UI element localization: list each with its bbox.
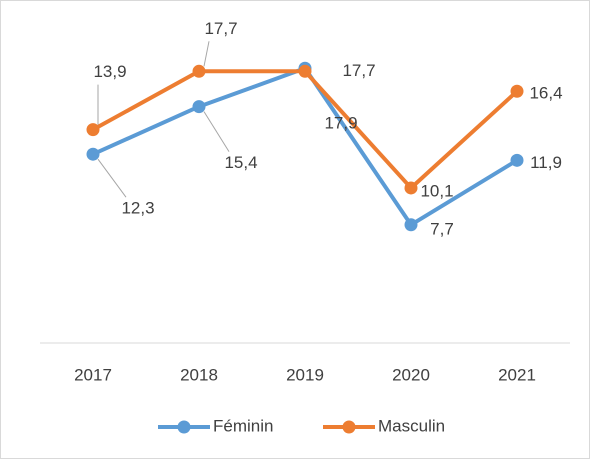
data-label: 12,3 bbox=[121, 199, 154, 218]
data-point bbox=[192, 100, 206, 114]
data-label: 11,9 bbox=[530, 153, 562, 172]
leader-line bbox=[203, 111, 230, 152]
data-point bbox=[510, 153, 524, 167]
data-label: 15,4 bbox=[224, 153, 257, 172]
data-label: 10,1 bbox=[420, 181, 453, 200]
data-point bbox=[86, 147, 100, 161]
legend-label: Féminin bbox=[213, 416, 273, 435]
data-point bbox=[86, 123, 100, 137]
data-label: 17,7 bbox=[204, 19, 237, 38]
x-tick-label: 2017 bbox=[74, 365, 112, 384]
data-label: 16,4 bbox=[529, 84, 562, 103]
data-label: 17,9 bbox=[324, 114, 357, 133]
x-tick-label: 2019 bbox=[286, 365, 324, 384]
data-point bbox=[298, 64, 312, 78]
data-point bbox=[404, 181, 418, 195]
data-point bbox=[404, 218, 418, 232]
legend-label: Masculin bbox=[378, 416, 445, 435]
x-tick-label: 2018 bbox=[180, 365, 218, 384]
data-label: 7,7 bbox=[430, 219, 454, 238]
leader-line bbox=[97, 158, 127, 198]
x-tick-label: 2021 bbox=[498, 365, 536, 384]
legend-marker bbox=[177, 420, 191, 434]
data-label: 17,7 bbox=[342, 61, 375, 80]
x-tick-label: 2020 bbox=[392, 365, 430, 384]
legend-marker bbox=[342, 420, 356, 434]
data-label: 13,9 bbox=[93, 62, 126, 81]
data-point bbox=[192, 64, 206, 78]
leader-line bbox=[203, 41, 210, 67]
data-point bbox=[510, 84, 524, 98]
